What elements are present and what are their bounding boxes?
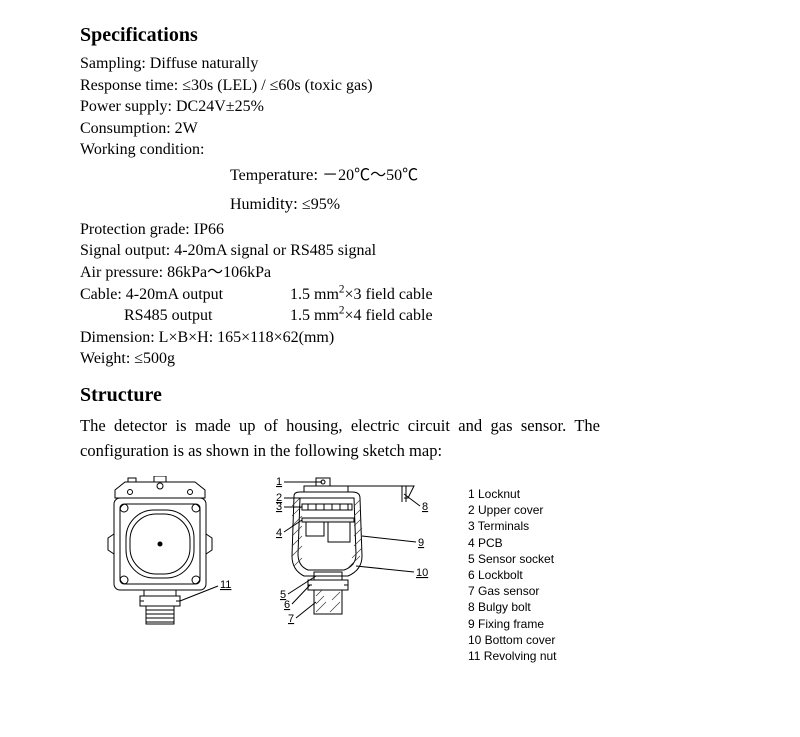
callout-6: 6 — [284, 599, 290, 611]
legend-item-7: 7 Gas sensor — [468, 583, 557, 599]
spec-humidity: Humidity: ≤95% — [230, 190, 740, 219]
spec-response-time: Response time: ≤30s (LEL) / ≤60s (toxic … — [80, 75, 740, 97]
spec-power-supply: Power supply: DC24V±25% — [80, 96, 740, 118]
legend-item-4: 4 PCB — [468, 535, 557, 551]
cable2-label: RS485 output — [80, 305, 290, 327]
spec-dimension: Dimension: L×B×H: 165×118×62(mm) — [80, 327, 740, 349]
spec-signal-output: Signal output: 4-20mA signal or RS485 si… — [80, 240, 740, 262]
legend-item-1: 1 Locknut — [468, 486, 557, 502]
heading-structure: Structure — [80, 384, 740, 407]
structure-paragraph: The detector is made up of housing, elec… — [80, 413, 600, 464]
heading-specifications: Specifications — [80, 24, 740, 47]
spec-weight: Weight: ≤500g — [80, 348, 740, 370]
legend-item-6: 6 Lockbolt — [468, 567, 557, 583]
diagram-section-view: 1 2 3 4 5 6 7 8 9 10 — [244, 476, 464, 646]
cable1-value: 1.5 mm2×3 field cable — [290, 284, 433, 306]
document-page: Specifications Sampling: Diffuse natural… — [0, 0, 800, 674]
spec-temperature: Temperature: －20℃～50℃ — [230, 161, 740, 190]
callout-4: 4 — [276, 527, 282, 539]
cable2-value: 1.5 mm2×4 field cable — [290, 305, 433, 327]
spec-air-pressure: Air pressure: 86kPa～106kPa — [80, 262, 740, 284]
cable1-label: Cable: 4-20mA output — [80, 284, 290, 306]
temperature-label-a: Temp — [230, 167, 266, 184]
spec-protection-grade: Protection grade: IP66 — [80, 219, 740, 241]
spec-cable-row-2: RS485 output 1.5 mm2×4 field cable — [80, 305, 740, 327]
callout-3: 3 — [276, 501, 282, 513]
spec-consumption: Consumption: 2W — [80, 118, 740, 140]
diagram-front-view: 11 — [80, 476, 240, 646]
legend-item-9: 9 Fixing frame — [468, 616, 557, 632]
temperature-label-b: erature: — [266, 165, 318, 184]
spec-cable-row-1: Cable: 4-20mA output 1.5 mm2×3 field cab… — [80, 284, 740, 306]
legend-item-10: 10 Bottom cover — [468, 632, 557, 648]
callout-7: 7 — [288, 613, 294, 625]
legend-item-2: 2 Upper cover — [468, 502, 557, 518]
humidity-label-a: Hum — [230, 196, 262, 213]
callout-8: 8 — [422, 501, 428, 513]
humidity-value: ≤95% — [298, 196, 340, 213]
callout-10: 10 — [416, 567, 428, 579]
callout-1: 1 — [276, 476, 282, 488]
callout-11: 11 — [220, 579, 231, 591]
legend-item-5: 5 Sensor socket — [468, 551, 557, 567]
humidity-label-b: idity: — [262, 194, 298, 213]
callout-9: 9 — [418, 537, 424, 549]
working-conditions-block: Temperature: －20℃～50℃ Humidity: ≤95% — [230, 161, 740, 219]
temperature-value: －20℃～50℃ — [318, 167, 418, 184]
spec-working-condition-label: Working condition: — [80, 139, 740, 161]
structure-diagram: 11 — [80, 476, 740, 664]
legend-item-3: 3 Terminals — [468, 518, 557, 534]
legend-item-8: 8 Bulgy bolt — [468, 599, 557, 615]
legend-item-11: 11 Revolving nut — [468, 648, 557, 664]
spec-sampling: Sampling: Diffuse naturally — [80, 53, 740, 75]
diagram-legend: 1 Locknut 2 Upper cover 3 Terminals 4 PC… — [468, 486, 557, 664]
